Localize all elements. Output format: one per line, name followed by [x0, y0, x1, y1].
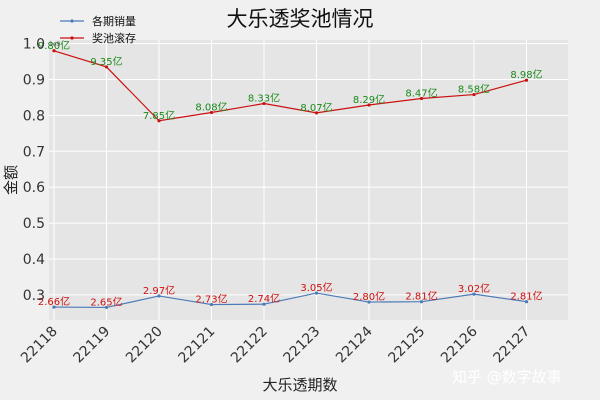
x-tick-label: 22127	[491, 324, 534, 367]
data-point	[52, 305, 56, 309]
legend-label-sales: 各期销量	[92, 14, 136, 28]
data-labels: 2.66亿 2.65亿 2.97亿 2.73亿 2.74亿 3.05亿 2.80亿 2.81亿…	[38, 39, 543, 309]
data-point	[367, 300, 371, 304]
data-point	[419, 300, 424, 304]
data-label: 2.81亿	[510, 290, 542, 303]
data-point	[472, 292, 476, 296]
data-label: 8.58亿	[458, 83, 490, 96]
x-tick-label: 22125	[386, 324, 429, 367]
data-label: 2.80亿	[353, 290, 385, 303]
y-scale-note: 1e9	[49, 41, 61, 48]
data-point	[367, 103, 371, 107]
data-point	[209, 110, 214, 115]
data-point	[157, 119, 161, 123]
x-tick-label: 22120	[123, 324, 166, 367]
data-point	[52, 49, 56, 53]
data-point	[314, 291, 319, 295]
data-point	[419, 96, 424, 101]
y-tick-label: 0.4	[23, 252, 45, 268]
data-label: 2.74亿	[248, 292, 280, 305]
y-tick-label: 0.8	[23, 108, 45, 124]
legend-label-pool: 奖池滚存	[92, 31, 136, 45]
x-tick-label: 22122	[228, 324, 271, 367]
x-tick-label: 22121	[176, 324, 219, 367]
data-point	[157, 294, 161, 298]
legend: 各期销量 奖池滚存	[60, 14, 136, 45]
grid	[49, 40, 568, 320]
data-label: 9.80亿	[38, 39, 70, 52]
x-tick-label: 22118	[18, 324, 61, 367]
data-label: 8.29亿	[353, 93, 385, 106]
data-point	[314, 111, 319, 115]
data-label: 8.98亿	[510, 68, 542, 81]
data-label: 2.73亿	[195, 293, 227, 306]
legend-marker-sales	[70, 19, 74, 23]
y-tick-label: 1.0	[23, 37, 45, 53]
y-tick-labels: 0.3 0.4 0.5 0.6 0.7 0.8 0.9 1.0	[23, 37, 45, 304]
data-point	[104, 65, 109, 69]
y-tick-label: 0.7	[23, 144, 45, 160]
legend-marker-pool	[70, 36, 74, 40]
data-label: 8.08亿	[195, 101, 227, 114]
data-label: 8.07亿	[300, 101, 332, 114]
x-tick-label: 22126	[438, 323, 481, 366]
data-label: 8.33亿	[248, 92, 280, 105]
data-label: 2.97亿	[143, 284, 175, 297]
data-label: 2.65亿	[90, 295, 122, 308]
y-tick-label: 0.3	[23, 288, 45, 304]
x-tick-label: 22123	[281, 324, 324, 367]
watermark: 知乎 @数字故事	[452, 368, 562, 386]
y-axis-label: 金额	[2, 165, 20, 195]
y-tick-label: 0.9	[23, 72, 45, 88]
data-label: 2.66亿	[38, 295, 70, 308]
chart-title: 大乐透奖池情况	[227, 7, 374, 31]
data-label: 8.47亿	[405, 87, 437, 100]
data-point	[262, 302, 266, 306]
plot-area	[49, 40, 568, 320]
data-point	[524, 300, 529, 304]
y-tick-label: 0.5	[23, 216, 45, 232]
data-point	[524, 78, 529, 82]
data-point	[472, 92, 476, 97]
x-tick-labels: 22118 22119 22120 22121 22122 22123 22124 22125…	[18, 323, 533, 366]
data-point	[104, 305, 109, 310]
series-line-1	[53, 50, 527, 122]
data-point	[209, 302, 214, 307]
data-label: 7.85亿	[143, 109, 175, 122]
series-layer	[52, 49, 529, 310]
x-tick-label: 22124	[333, 323, 376, 366]
x-tick-label: 22119	[71, 324, 114, 367]
y-tick-label: 0.6	[23, 180, 45, 196]
data-point	[262, 101, 266, 106]
data-label: 2.81亿	[405, 290, 437, 303]
data-label: 9.35亿	[90, 55, 122, 68]
x-axis-label: 大乐透期数	[262, 376, 337, 394]
data-label: 3.02亿	[458, 282, 490, 295]
series-line-0	[53, 292, 527, 309]
data-label: 3.05亿	[300, 281, 332, 294]
